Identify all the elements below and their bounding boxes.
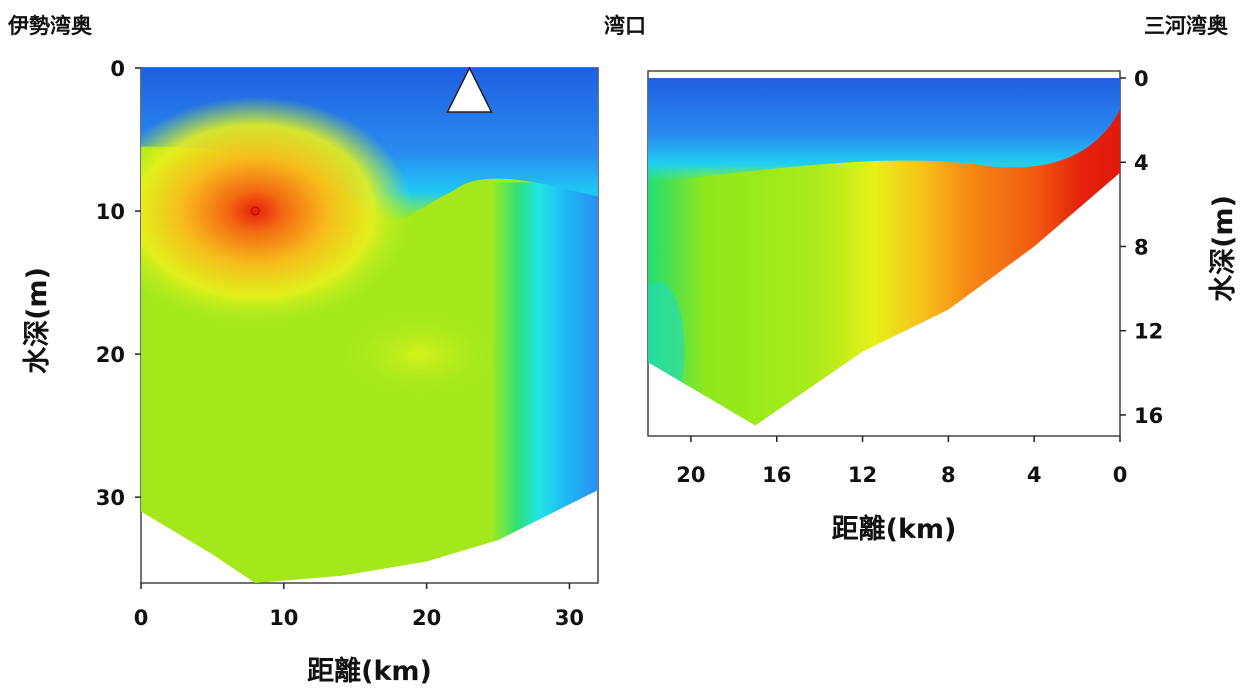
label-mikawa-bay-head: 三河湾奥 <box>1144 14 1228 38</box>
left-x-tick-label: 0 <box>134 606 149 630</box>
right-y-axis-label: 水深(m) <box>1208 195 1239 302</box>
left-east-cool-band <box>490 182 598 583</box>
right-x-tick-label: 0 <box>1113 463 1128 487</box>
left-maximum-point <box>250 206 260 216</box>
left-x-tick-label: 30 <box>555 606 584 630</box>
label-ise-bay-head: 伊勢湾奥 <box>8 14 92 38</box>
left-y-tick-label: 20 <box>96 343 125 367</box>
left-y-axis-label: 水深(m) <box>22 267 53 374</box>
right-y-tick-label: 16 <box>1134 404 1163 428</box>
left-y-tick-label: 30 <box>96 486 125 510</box>
left-section-plot: 0 10 20 30 0 10 20 30 距離(km) 水深(m) <box>22 57 599 687</box>
right-cool-pocket <box>648 281 685 422</box>
right-x-tick-label: 16 <box>762 463 791 487</box>
right-y-tick-label: 8 <box>1134 235 1149 259</box>
left-color-field <box>141 68 598 583</box>
right-x-tick-label: 12 <box>848 463 877 487</box>
left-x-tick-label: 20 <box>412 606 441 630</box>
bay-mouth-triangle-marker <box>446 66 493 113</box>
right-y-tick-label: 4 <box>1134 151 1149 175</box>
right-x-axis-label: 距離(km) <box>832 513 957 545</box>
right-y-tick-label: 0 <box>1134 67 1149 91</box>
left-y-tick-label: 0 <box>110 57 125 81</box>
left-x-axis-label: 距離(km) <box>307 655 432 687</box>
right-y-tick-label: 12 <box>1134 320 1163 344</box>
left-x-tick-label: 10 <box>269 606 298 630</box>
right-x-tick-label: 8 <box>941 463 956 487</box>
right-x-tick-label: 20 <box>676 463 705 487</box>
right-surface-layer <box>648 78 1120 184</box>
right-x-tick-label: 4 <box>1027 463 1042 487</box>
left-y-tick-label: 10 <box>96 200 125 224</box>
right-section-plot: 20 16 12 8 4 0 0 4 8 12 16 距離(km) 水深(m) <box>647 67 1239 545</box>
label-bay-mouth: 湾口 <box>604 14 646 38</box>
left-mid-patch <box>340 311 499 398</box>
right-color-field <box>648 78 1120 426</box>
